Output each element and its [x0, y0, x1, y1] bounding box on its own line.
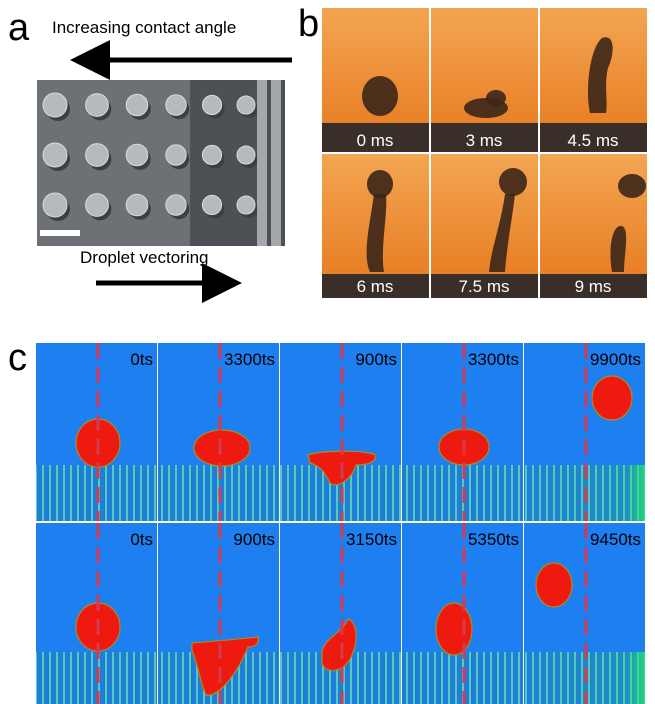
ridge	[271, 80, 281, 246]
droplet	[436, 603, 472, 655]
simulations: 0ts 3300ts 900ts 3300ts 9900ts 0ts 900ts 3150ts…	[36, 343, 645, 704]
frame-label: 6 ms	[357, 277, 394, 296]
frames: 0 ms 3 ms 4.5 ms 6 ms 7.5 ms 9 ms	[322, 8, 647, 298]
droplet	[499, 168, 527, 196]
timestep-label: 3300ts	[224, 350, 275, 369]
droplet	[618, 174, 646, 198]
pillar	[166, 95, 186, 115]
pillar	[86, 194, 109, 217]
droplet	[592, 376, 632, 420]
frame-label: 3 ms	[466, 131, 503, 150]
pillar	[202, 95, 221, 114]
timestep-label: 5350ts	[468, 530, 519, 549]
droplet	[536, 563, 572, 607]
timestep-label: 900ts	[355, 350, 397, 369]
frame-label: 7.5 ms	[458, 277, 509, 296]
frame-label: 4.5 ms	[567, 131, 618, 150]
timestep-label: 9900ts	[590, 350, 641, 369]
timestep-label: 0ts	[130, 530, 153, 549]
panel-label: b	[298, 3, 319, 45]
frame-label: 9 ms	[575, 277, 612, 296]
scale-bar	[40, 230, 80, 236]
pillar	[237, 96, 255, 114]
panel-label: c	[8, 337, 27, 379]
arrow-label: Droplet vectoring	[80, 248, 209, 267]
droplet	[367, 170, 393, 198]
frame-label: 0 ms	[357, 131, 394, 150]
pillar	[166, 195, 186, 215]
timestep-label: 3150ts	[346, 530, 397, 549]
pillar	[126, 144, 148, 166]
pillar	[126, 194, 148, 216]
timestep-label: 900ts	[233, 530, 275, 549]
timestep-label: 9450ts	[590, 530, 641, 549]
droplet	[194, 430, 250, 466]
pillar	[237, 146, 255, 164]
pillar	[43, 193, 67, 217]
pillar	[202, 145, 221, 164]
pillar	[237, 196, 255, 214]
figure: a Increasing contact angle Droplet vecto…	[0, 0, 655, 704]
droplet	[486, 90, 506, 106]
pillar	[86, 144, 109, 167]
pillar	[86, 94, 109, 117]
timestep-label: 3300ts	[468, 350, 519, 369]
ridge	[257, 80, 267, 246]
droplet	[362, 76, 398, 116]
timestep-label: 0ts	[130, 350, 153, 369]
pillar	[166, 145, 186, 165]
pillar	[43, 143, 67, 167]
pillar	[43, 93, 67, 117]
arrow-label: Increasing contact angle	[52, 18, 236, 37]
sem-image	[37, 80, 285, 246]
pillar	[202, 195, 221, 214]
pillar	[126, 94, 148, 116]
panel-label: a	[8, 7, 30, 49]
